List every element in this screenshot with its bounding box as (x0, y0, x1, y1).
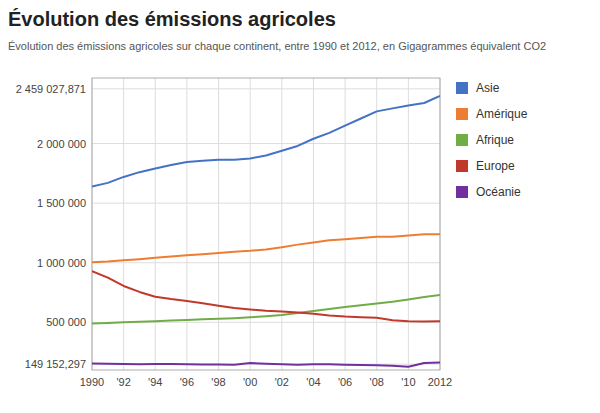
y-tick-label: 2 459 027,871 (16, 83, 86, 95)
x-grid-line (123, 78, 124, 370)
plot-frame (92, 78, 440, 370)
y-tick-label: 1 500 000 (37, 197, 86, 209)
x-grid-line (186, 78, 187, 370)
y-grid-line (92, 88, 440, 89)
x-grid-line (376, 78, 377, 370)
x-tick-label: '96 (180, 376, 194, 388)
legend-swatch (456, 160, 468, 172)
y-tick-label: 2 000 000 (37, 138, 86, 150)
y-tick-label: 500 000 (46, 316, 86, 328)
y-tick-label: 149 152,297 (25, 358, 86, 370)
x-grid-line (408, 78, 409, 370)
x-grid-line (250, 78, 251, 370)
axes: 149 152,297 500 000 1 000 000 1 500 000 2 00… (16, 78, 453, 388)
x-tick-label: 2012 (428, 376, 452, 388)
x-tick-label: '10 (401, 376, 415, 388)
legend-label: Océanie (476, 185, 521, 199)
x-tick-label: '94 (148, 376, 162, 388)
y-grid-line (92, 203, 440, 204)
x-tick-label: '06 (338, 376, 352, 388)
grid (92, 78, 440, 370)
y-grid-line (92, 143, 440, 144)
x-tick-label: '92 (116, 376, 130, 388)
legend-label: Europe (476, 159, 515, 173)
legend-label: Asie (476, 81, 500, 95)
x-tick-label: '00 (243, 376, 257, 388)
x-grid-line (155, 78, 156, 370)
x-tick-label: '98 (211, 376, 225, 388)
legend-swatch (456, 186, 468, 198)
y-tick-label: 1 000 000 (37, 257, 86, 269)
x-grid-line (345, 78, 346, 370)
x-tick-label: '02 (275, 376, 289, 388)
legend-swatch (456, 108, 468, 120)
legend-label: Amérique (476, 107, 528, 121)
x-tick-label: '04 (306, 376, 320, 388)
y-grid-line (92, 262, 440, 263)
x-grid-line (313, 78, 314, 370)
series-line (92, 362, 440, 366)
series-lines (92, 96, 440, 367)
series-line (92, 96, 440, 187)
title: Évolution des émissions agricoles (8, 8, 336, 30)
chart: Évolution des émissions agricoles Évoluti… (0, 0, 600, 413)
x-grid-line (281, 78, 282, 370)
x-grid-line (218, 78, 219, 370)
legend-swatch (456, 82, 468, 94)
x-tick-label: 1990 (80, 376, 104, 388)
series-line (92, 234, 440, 262)
legend-swatch (456, 134, 468, 146)
legend: Asie Amérique Afrique Europe Océanie (456, 81, 528, 199)
subtitle: Évolution des émissions agricoles sur ch… (8, 40, 546, 52)
series-line (92, 271, 440, 321)
x-tick-label: '08 (370, 376, 384, 388)
legend-label: Afrique (476, 133, 514, 147)
